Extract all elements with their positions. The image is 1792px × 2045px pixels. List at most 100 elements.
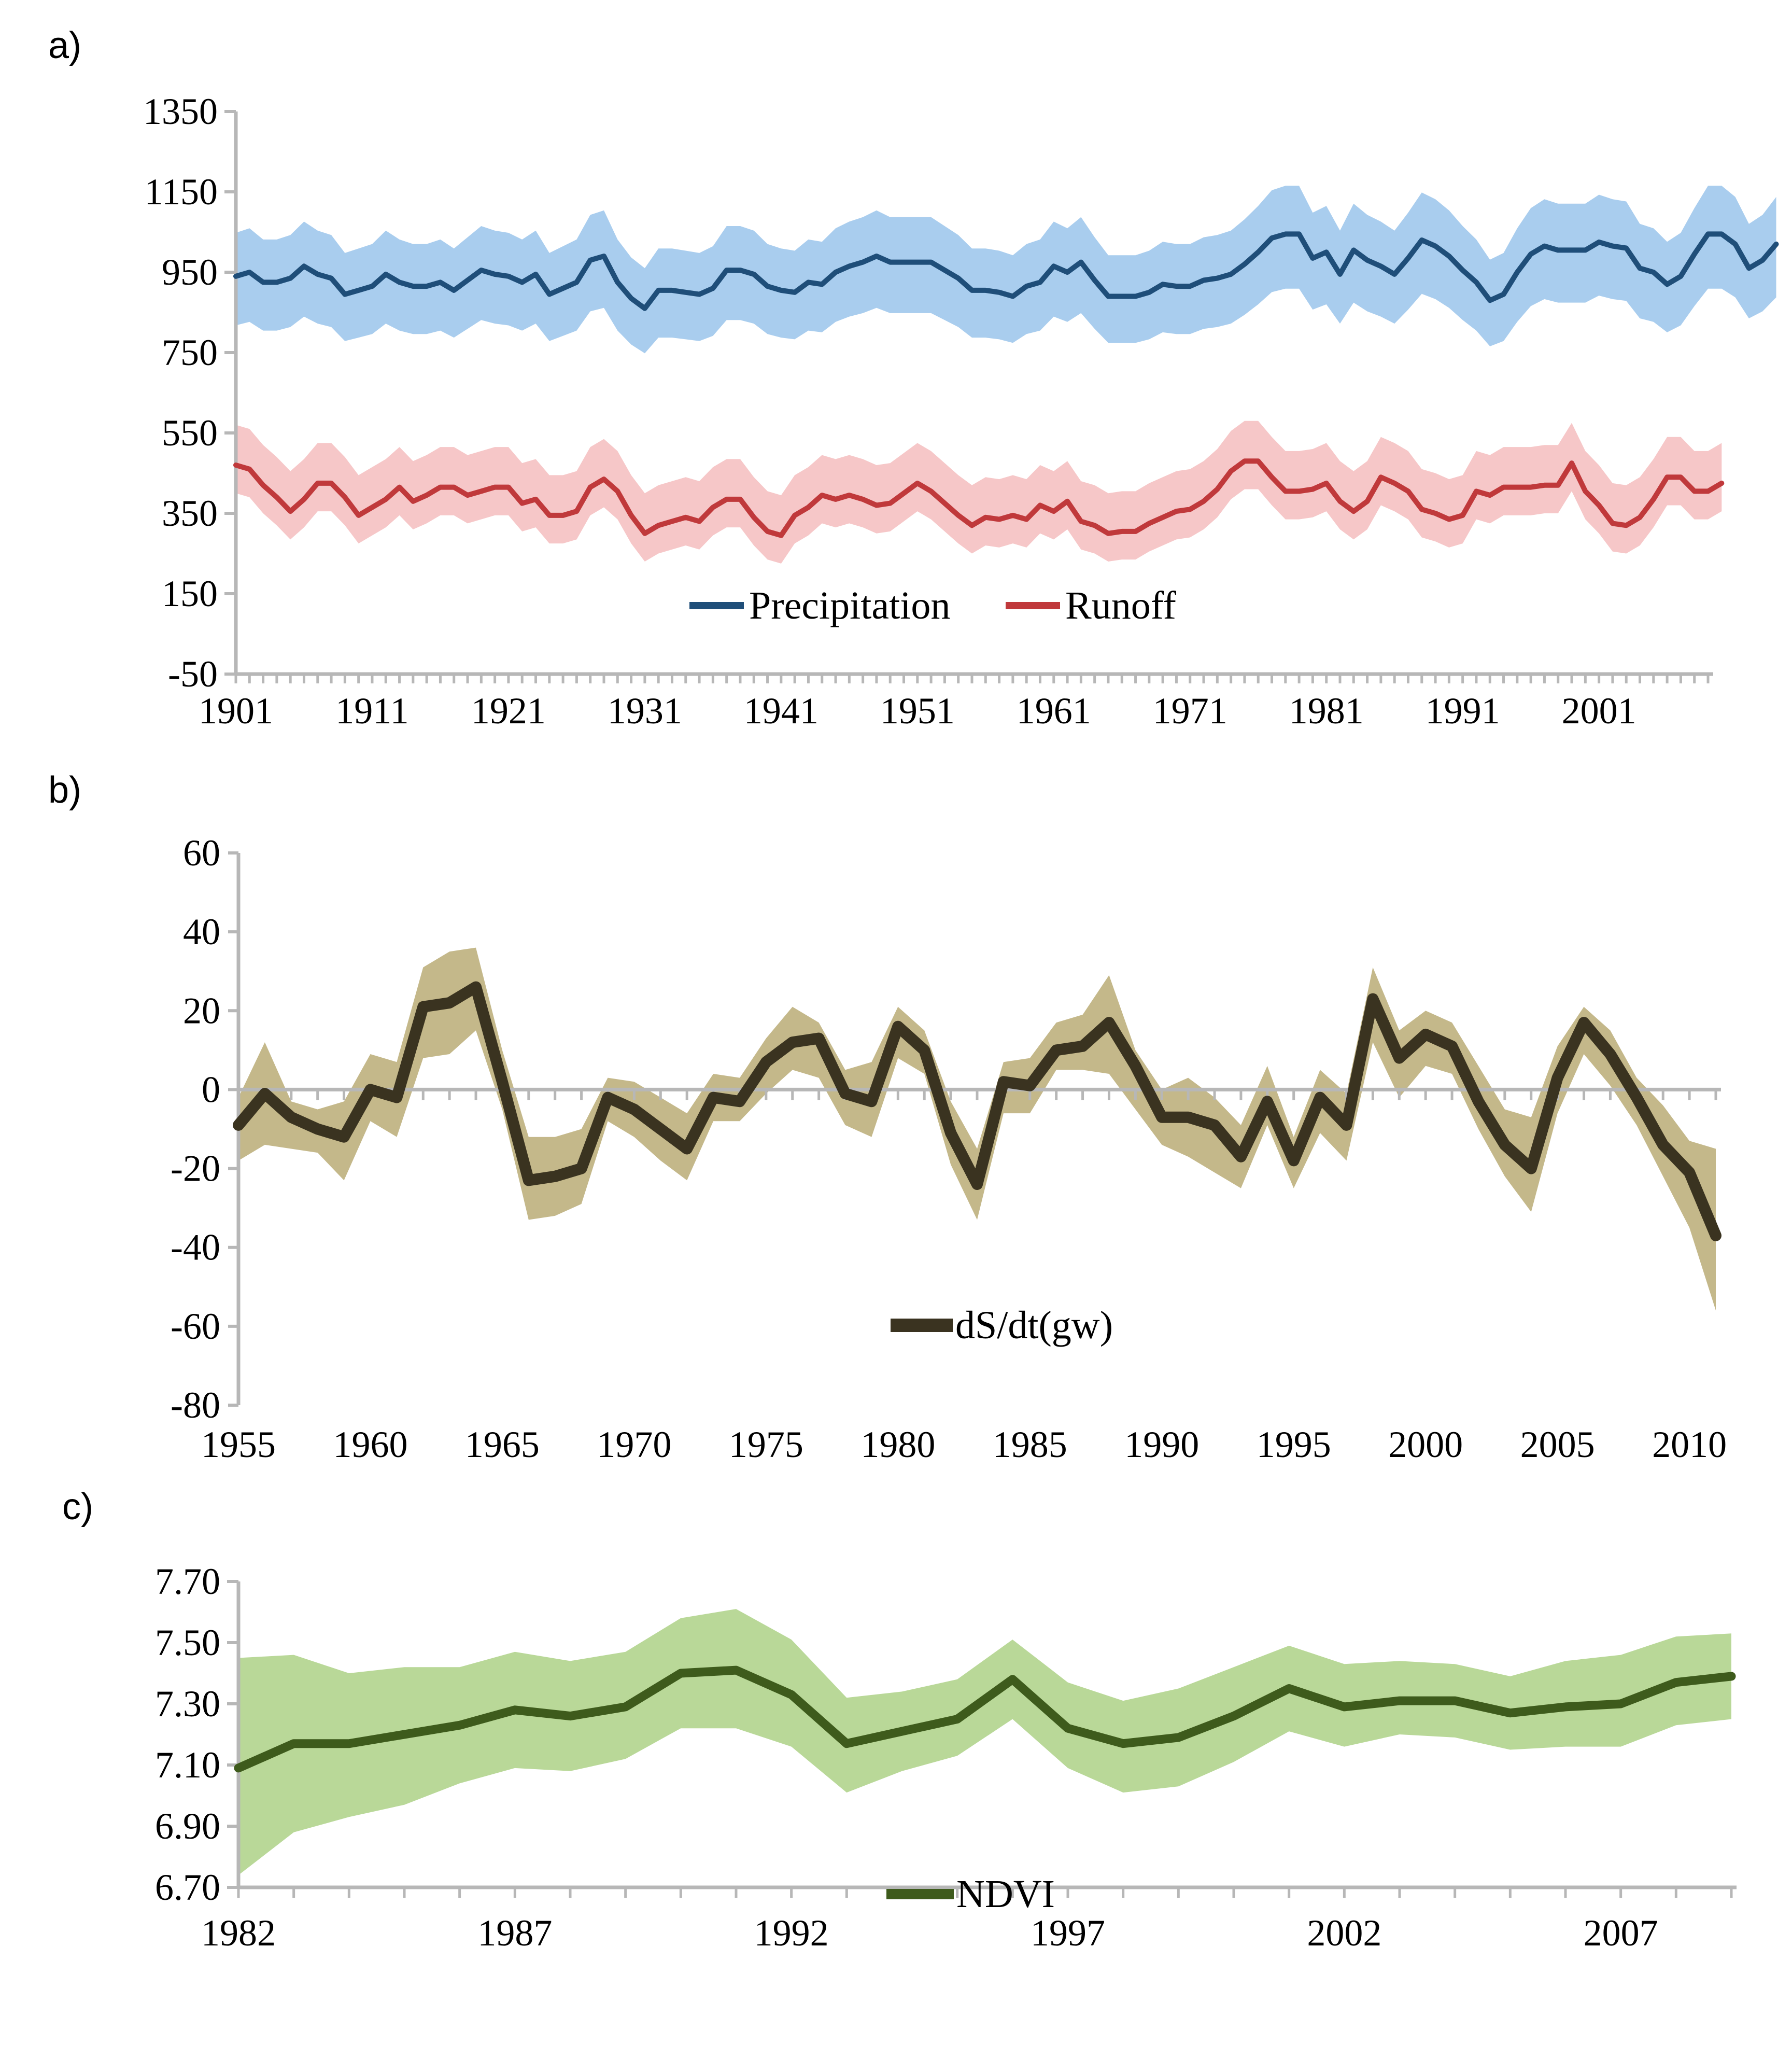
data-point-ds-dt-gw--1986 [1055,1049,1057,1051]
data-point-ds-dt-gw--1998 [1372,998,1374,1000]
data-point-precipitation-1978 [1285,233,1287,235]
y-tick-label: -60 [171,1306,220,1347]
data-point-precipitation-1966 [1121,296,1123,298]
y-tick-label: 7.30 [155,1683,220,1725]
data-point-precipitation-2012 [1748,267,1750,269]
data-point-runoff-1966 [1121,530,1123,533]
data-point-ds-dt-gw--2003 [1504,1144,1506,1146]
data-point-precipitation-1934 [685,291,687,293]
data-point-precipitation-1928 [603,255,605,257]
panel-a-precip-line [233,231,1779,311]
data-point-runoff-1986 [1393,482,1395,484]
data-point-precipitation-1902 [248,271,250,273]
data-point-precipitation-1988 [1421,239,1423,241]
data-point-runoff-1902 [248,468,250,470]
y-tick-label: 7.70 [155,1561,220,1602]
data-point-precipitation-1940 [767,285,769,287]
data-point-ds-dt-gw--1959 [343,1136,345,1138]
data-point-ndvi-1988 [569,1715,571,1717]
data-point-runoff-1970 [1175,510,1177,512]
data-point-ds-dt-gw--1984 [1003,1081,1005,1083]
data-point-ds-dt-gw--1968 [581,1168,583,1170]
data-point-precipitation-1985 [1380,265,1382,267]
data-point-precipitation-1909 [344,293,346,296]
data-point-precipitation-1967 [1135,296,1137,298]
data-point-runoff-1904 [276,496,278,498]
data-point-runoff-1941 [780,535,782,537]
data-point-runoff-1907 [317,482,319,484]
data-point-precipitation-1953 [943,269,946,271]
y-tick-label: 40 [183,911,220,953]
y-tick-label: 950 [162,251,218,293]
data-point-runoff-1909 [344,496,346,498]
x-tick-label: 1997 [1031,1912,1105,1954]
data-point-ds-dt-gw--1997 [1346,1124,1348,1126]
data-point-ndvi-1999 [1177,1736,1179,1739]
data-point-precipitation-2013 [1761,259,1763,261]
y-tick-label: -80 [171,1384,220,1426]
data-point-runoff-1918 [467,494,469,496]
data-point-runoff-1919 [480,490,482,492]
data-point-runoff-1993 [1489,494,1491,496]
y-tick-label: 0 [202,1069,220,1110]
data-point-runoff-2006 [1666,476,1668,478]
data-point-ndvi-2005 [1509,1712,1511,1714]
data-point-runoff-1952 [930,490,932,492]
data-point-runoff-1934 [685,516,687,519]
data-point-ndvi-2008 [1675,1682,1677,1684]
data-point-ds-dt-gw--1961 [396,1097,398,1099]
data-point-runoff-2005 [1653,498,1655,500]
data-point-ds-dt-gw--1981 [923,1049,925,1051]
data-point-runoff-1975 [1244,460,1246,462]
data-point-ds-dt-gw--2001 [1451,1045,1453,1047]
data-point-precipitation-1954 [957,277,960,279]
data-point-ndvi-2002 [1343,1706,1345,1708]
data-point-precipitation-2006 [1666,283,1668,285]
data-point-runoff-2007 [1680,476,1682,478]
data-point-runoff-1912 [385,498,387,500]
y-tick-label: 350 [162,493,218,534]
data-point-ds-dt-gw--1965 [501,1081,503,1083]
data-point-runoff-2009 [1707,490,1709,492]
data-point-precipitation-1981 [1325,251,1328,253]
x-tick-label: 1961 [1017,690,1091,732]
y-tick-label: 1350 [143,91,218,132]
data-point-precipitation-1935 [698,293,700,296]
data-point-runoff-1973 [1216,488,1218,491]
panel-c-legend: NDVI [886,1872,1055,1916]
x-tick-label: 1985 [993,1424,1067,1465]
data-point-precipitation-1986 [1393,273,1395,275]
data-point-precipitation-1957 [998,291,1000,293]
data-point-precipitation-1915 [426,285,428,287]
data-point-ds-dt-gw--1982 [950,1132,952,1134]
data-point-ds-dt-gw--1976 [792,1041,794,1043]
data-point-ndvi-2004 [1454,1700,1456,1702]
data-point-runoff-1924 [548,514,551,516]
y-tick-label: -50 [168,653,218,695]
data-point-precipitation-1963 [1080,261,1082,263]
data-point-precipitation-1970 [1175,285,1177,287]
data-point-ds-dt-gw--1980 [897,1026,899,1028]
data-point-runoff-1932 [657,524,659,526]
data-point-ds-dt-gw--1957 [290,1116,292,1118]
data-point-runoff-1926 [575,510,577,512]
data-point-precipitation-2009 [1707,233,1709,235]
data-point-ds-dt-gw--1958 [317,1128,319,1130]
data-point-ndvi-1983 [293,1743,295,1745]
legend-dsdt-label: dS/dt(gw) [955,1304,1113,1347]
panel-c-line [234,1665,1736,1773]
data-point-precipitation-1906 [303,265,305,267]
data-point-precipitation-1924 [548,293,551,296]
data-point-runoff-1958 [1012,514,1014,516]
data-point-runoff-1913 [399,486,401,488]
x-tick-label: 2005 [1520,1424,1595,1465]
data-point-ds-dt-gw--1970 [633,1109,635,1111]
data-point-precipitation-1946 [848,265,850,267]
data-point-runoff-1940 [767,530,769,533]
data-point-ds-dt-gw--1983 [976,1183,978,1185]
x-tick-label: 1901 [199,690,273,732]
